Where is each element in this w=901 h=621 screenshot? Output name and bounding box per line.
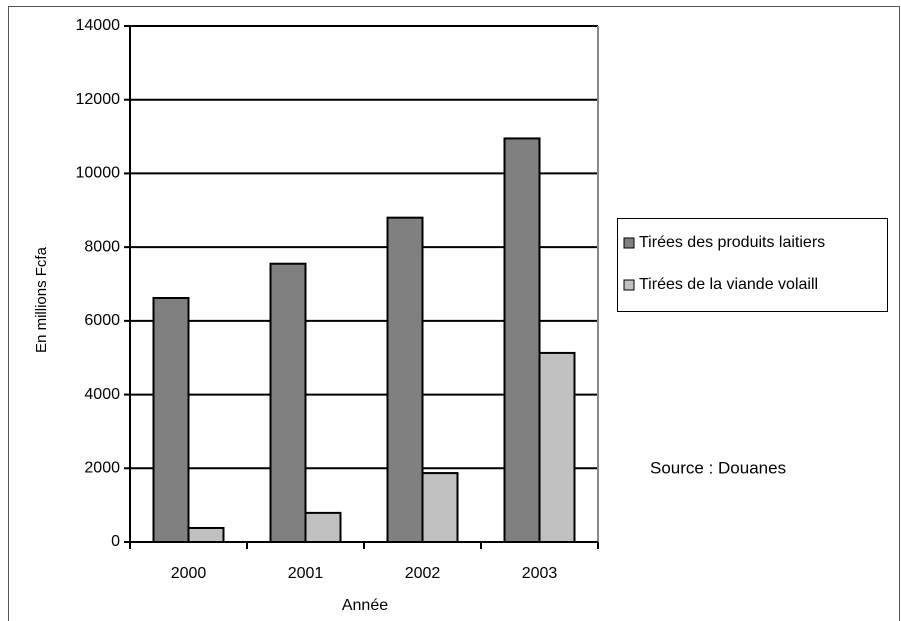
x-tick-label: 2003 (522, 565, 558, 582)
y-tick-label: 12000 (76, 91, 121, 108)
y-tick-label: 2000 (84, 460, 120, 477)
bar (421, 472, 459, 544)
frame (8, 6, 900, 621)
y-tick-label: 10000 (76, 165, 121, 182)
y-tick-label: 4000 (84, 386, 120, 403)
legend-swatch (623, 237, 635, 249)
y-tick-label: 14000 (76, 17, 121, 34)
y-axis-title: En millions Fcfa (33, 246, 50, 353)
legend-box (617, 218, 888, 312)
y-tick-label: 8000 (84, 238, 120, 255)
legend-label: Tirées de la viande volaill (639, 276, 818, 293)
bar (187, 526, 225, 543)
annotation: Source : Douanes (650, 458, 786, 477)
bar (386, 216, 424, 544)
bar (503, 137, 541, 544)
bar (269, 262, 307, 543)
y-tick-label: 0 (111, 533, 120, 550)
x-tick-label: 2001 (288, 565, 324, 582)
y-tick-label: 6000 (84, 312, 120, 329)
legend-swatch (623, 279, 635, 291)
x-tick-label: 2000 (171, 565, 207, 582)
bar (304, 511, 342, 544)
x-tick-label: 2002 (405, 565, 441, 582)
bar (152, 297, 190, 543)
bar (538, 351, 576, 543)
x-axis-title: Année (342, 597, 388, 614)
legend-label: Tirées des produits laitiers (639, 234, 825, 251)
